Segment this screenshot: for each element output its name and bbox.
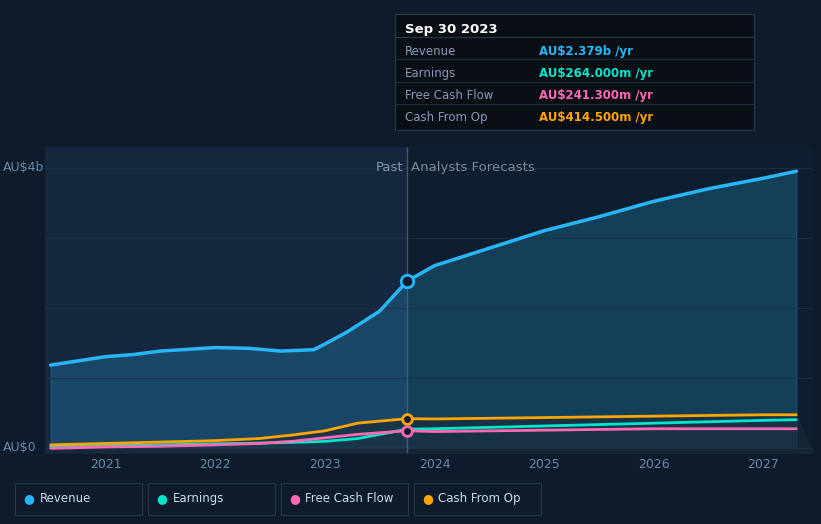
Text: AU$2.379b /yr: AU$2.379b /yr	[539, 45, 632, 58]
Text: Cash From Op: Cash From Op	[405, 111, 487, 124]
Text: ●: ●	[422, 493, 433, 505]
Text: Analysts Forecasts: Analysts Forecasts	[410, 160, 534, 173]
Text: AU$414.500m /yr: AU$414.500m /yr	[539, 111, 653, 124]
Text: Sep 30 2023: Sep 30 2023	[405, 23, 498, 36]
Text: Cash From Op: Cash From Op	[438, 493, 521, 505]
Bar	[45, 147, 407, 453]
Text: Revenue: Revenue	[405, 45, 456, 58]
Text: Earnings: Earnings	[172, 493, 224, 505]
Bar	[407, 147, 813, 453]
Text: Revenue: Revenue	[39, 493, 91, 505]
Text: AU$0: AU$0	[3, 441, 37, 454]
Text: ●: ●	[289, 493, 300, 505]
Text: AU$4b: AU$4b	[3, 161, 44, 174]
Text: Free Cash Flow: Free Cash Flow	[405, 89, 493, 102]
Text: AU$241.300m /yr: AU$241.300m /yr	[539, 89, 653, 102]
Text: Past: Past	[375, 160, 403, 173]
Text: Earnings: Earnings	[405, 67, 456, 80]
Text: Free Cash Flow: Free Cash Flow	[305, 493, 394, 505]
Text: AU$264.000m /yr: AU$264.000m /yr	[539, 67, 653, 80]
Text: ●: ●	[156, 493, 167, 505]
Text: ●: ●	[23, 493, 34, 505]
